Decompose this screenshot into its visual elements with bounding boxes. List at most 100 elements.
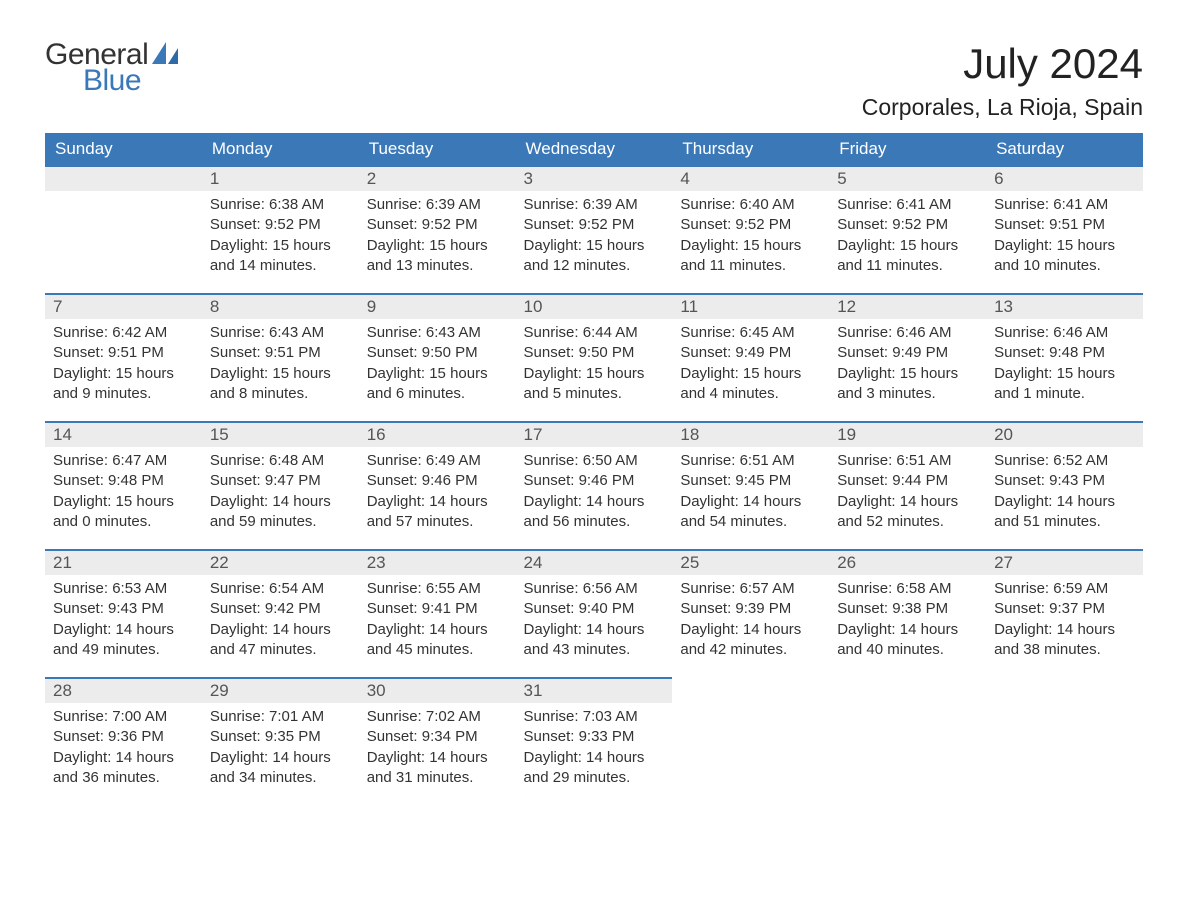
daylight-line: Daylight: 14 hours and 43 minutes. [524, 620, 665, 661]
daylight-line: Daylight: 15 hours and 0 minutes. [53, 492, 194, 533]
calendar-cell: 27Sunrise: 6:59 AMSunset: 9:37 PMDayligh… [986, 549, 1143, 677]
day-number: 2 [359, 165, 516, 191]
calendar-cell: 25Sunrise: 6:57 AMSunset: 9:39 PMDayligh… [672, 549, 829, 677]
day-number: 9 [359, 293, 516, 319]
calendar-row: 14Sunrise: 6:47 AMSunset: 9:48 PMDayligh… [45, 421, 1143, 549]
sunrise-line: Sunrise: 6:40 AM [680, 195, 821, 215]
day-details: Sunrise: 6:42 AMSunset: 9:51 PMDaylight:… [45, 319, 202, 412]
day-details: Sunrise: 6:51 AMSunset: 9:44 PMDaylight:… [829, 447, 986, 540]
sunrise-line: Sunrise: 6:48 AM [210, 451, 351, 471]
day-number: 30 [359, 677, 516, 703]
day-number: 28 [45, 677, 202, 703]
calendar-cell [829, 677, 986, 805]
calendar-cell [45, 165, 202, 293]
day-number: 19 [829, 421, 986, 447]
day-number-bar [45, 165, 202, 191]
sunset-line: Sunset: 9:51 PM [994, 215, 1135, 235]
sunrise-line: Sunrise: 6:39 AM [524, 195, 665, 215]
calendar-row: 28Sunrise: 7:00 AMSunset: 9:36 PMDayligh… [45, 677, 1143, 805]
sunrise-line: Sunrise: 6:39 AM [367, 195, 508, 215]
day-number: 6 [986, 165, 1143, 191]
sunset-line: Sunset: 9:35 PM [210, 727, 351, 747]
daylight-line: Daylight: 15 hours and 13 minutes. [367, 236, 508, 277]
calendar-cell: 7Sunrise: 6:42 AMSunset: 9:51 PMDaylight… [45, 293, 202, 421]
daylight-line: Daylight: 14 hours and 59 minutes. [210, 492, 351, 533]
day-number: 20 [986, 421, 1143, 447]
sunset-line: Sunset: 9:48 PM [53, 471, 194, 491]
day-number: 11 [672, 293, 829, 319]
sunset-line: Sunset: 9:52 PM [837, 215, 978, 235]
calendar-cell: 6Sunrise: 6:41 AMSunset: 9:51 PMDaylight… [986, 165, 1143, 293]
page-title: July 2024 [862, 40, 1143, 88]
weekday-header-row: SundayMondayTuesdayWednesdayThursdayFrid… [45, 133, 1143, 165]
daylight-line: Daylight: 14 hours and 51 minutes. [994, 492, 1135, 533]
day-details: Sunrise: 6:43 AMSunset: 9:50 PMDaylight:… [359, 319, 516, 412]
calendar-row: 21Sunrise: 6:53 AMSunset: 9:43 PMDayligh… [45, 549, 1143, 677]
daylight-line: Daylight: 14 hours and 31 minutes. [367, 748, 508, 789]
day-number: 24 [516, 549, 673, 575]
calendar-cell: 13Sunrise: 6:46 AMSunset: 9:48 PMDayligh… [986, 293, 1143, 421]
sunrise-line: Sunrise: 6:41 AM [837, 195, 978, 215]
calendar-cell: 17Sunrise: 6:50 AMSunset: 9:46 PMDayligh… [516, 421, 673, 549]
sunrise-line: Sunrise: 6:58 AM [837, 579, 978, 599]
sunrise-line: Sunrise: 6:43 AM [210, 323, 351, 343]
day-details: Sunrise: 6:54 AMSunset: 9:42 PMDaylight:… [202, 575, 359, 668]
sunrise-line: Sunrise: 6:57 AM [680, 579, 821, 599]
day-number: 1 [202, 165, 359, 191]
daylight-line: Daylight: 14 hours and 56 minutes. [524, 492, 665, 533]
sunrise-line: Sunrise: 6:50 AM [524, 451, 665, 471]
sunrise-line: Sunrise: 6:56 AM [524, 579, 665, 599]
day-details: Sunrise: 6:50 AMSunset: 9:46 PMDaylight:… [516, 447, 673, 540]
daylight-line: Daylight: 15 hours and 9 minutes. [53, 364, 194, 405]
day-details: Sunrise: 6:40 AMSunset: 9:52 PMDaylight:… [672, 191, 829, 284]
calendar-cell: 19Sunrise: 6:51 AMSunset: 9:44 PMDayligh… [829, 421, 986, 549]
daylight-line: Daylight: 14 hours and 45 minutes. [367, 620, 508, 661]
sunrise-line: Sunrise: 7:02 AM [367, 707, 508, 727]
day-details: Sunrise: 6:56 AMSunset: 9:40 PMDaylight:… [516, 575, 673, 668]
weekday-header: Tuesday [359, 133, 516, 165]
calendar-cell: 5Sunrise: 6:41 AMSunset: 9:52 PMDaylight… [829, 165, 986, 293]
sunset-line: Sunset: 9:52 PM [367, 215, 508, 235]
sunrise-line: Sunrise: 6:45 AM [680, 323, 821, 343]
day-number: 22 [202, 549, 359, 575]
day-details: Sunrise: 6:41 AMSunset: 9:52 PMDaylight:… [829, 191, 986, 284]
day-details: Sunrise: 6:38 AMSunset: 9:52 PMDaylight:… [202, 191, 359, 284]
daylight-line: Daylight: 15 hours and 10 minutes. [994, 236, 1135, 277]
sunrise-line: Sunrise: 6:59 AM [994, 579, 1135, 599]
day-details: Sunrise: 7:00 AMSunset: 9:36 PMDaylight:… [45, 703, 202, 796]
day-number: 31 [516, 677, 673, 703]
calendar-cell: 22Sunrise: 6:54 AMSunset: 9:42 PMDayligh… [202, 549, 359, 677]
day-details: Sunrise: 6:59 AMSunset: 9:37 PMDaylight:… [986, 575, 1143, 668]
sunset-line: Sunset: 9:46 PM [367, 471, 508, 491]
sail-icon [152, 42, 180, 68]
day-details: Sunrise: 6:47 AMSunset: 9:48 PMDaylight:… [45, 447, 202, 540]
daylight-line: Daylight: 14 hours and 40 minutes. [837, 620, 978, 661]
sunset-line: Sunset: 9:33 PM [524, 727, 665, 747]
day-number: 27 [986, 549, 1143, 575]
day-details: Sunrise: 7:02 AMSunset: 9:34 PMDaylight:… [359, 703, 516, 796]
day-details: Sunrise: 6:52 AMSunset: 9:43 PMDaylight:… [986, 447, 1143, 540]
sunrise-line: Sunrise: 6:51 AM [837, 451, 978, 471]
sunset-line: Sunset: 9:45 PM [680, 471, 821, 491]
day-details: Sunrise: 6:58 AMSunset: 9:38 PMDaylight:… [829, 575, 986, 668]
day-number: 10 [516, 293, 673, 319]
sunset-line: Sunset: 9:51 PM [210, 343, 351, 363]
daylight-line: Daylight: 14 hours and 52 minutes. [837, 492, 978, 533]
calendar-cell: 16Sunrise: 6:49 AMSunset: 9:46 PMDayligh… [359, 421, 516, 549]
day-number: 5 [829, 165, 986, 191]
daylight-line: Daylight: 14 hours and 38 minutes. [994, 620, 1135, 661]
day-details: Sunrise: 7:03 AMSunset: 9:33 PMDaylight:… [516, 703, 673, 796]
daylight-line: Daylight: 14 hours and 34 minutes. [210, 748, 351, 789]
daylight-line: Daylight: 15 hours and 11 minutes. [837, 236, 978, 277]
calendar-cell: 12Sunrise: 6:46 AMSunset: 9:49 PMDayligh… [829, 293, 986, 421]
calendar-cell: 15Sunrise: 6:48 AMSunset: 9:47 PMDayligh… [202, 421, 359, 549]
calendar-row: 1Sunrise: 6:38 AMSunset: 9:52 PMDaylight… [45, 165, 1143, 293]
sunset-line: Sunset: 9:43 PM [994, 471, 1135, 491]
calendar-cell: 3Sunrise: 6:39 AMSunset: 9:52 PMDaylight… [516, 165, 673, 293]
day-number: 16 [359, 421, 516, 447]
location: Corporales, La Rioja, Spain [862, 94, 1143, 121]
sunset-line: Sunset: 9:50 PM [367, 343, 508, 363]
sunset-line: Sunset: 9:34 PM [367, 727, 508, 747]
sunset-line: Sunset: 9:51 PM [53, 343, 194, 363]
day-details: Sunrise: 6:49 AMSunset: 9:46 PMDaylight:… [359, 447, 516, 540]
